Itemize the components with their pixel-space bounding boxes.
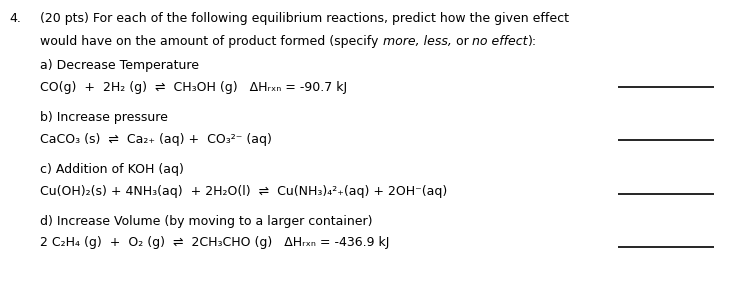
Text: a) Decrease Temperature: a) Decrease Temperature xyxy=(40,59,199,73)
Text: d) Increase Volume (by moving to a larger container): d) Increase Volume (by moving to a large… xyxy=(40,215,373,228)
Text: 2 C₂H₄ (g)  +  O₂ (g)  ⇌  2CH₃CHO (g)   ΔHᵣₓₙ = -436.9 kJ: 2 C₂H₄ (g) + O₂ (g) ⇌ 2CH₃CHO (g) ΔHᵣₓₙ … xyxy=(40,236,390,249)
Text: c) Addition of KOH (aq): c) Addition of KOH (aq) xyxy=(40,163,184,176)
Text: b) Increase pressure: b) Increase pressure xyxy=(40,111,169,124)
Text: or: or xyxy=(452,35,473,48)
Text: CO(g)  +  2H₂ (g)  ⇌  CH₃OH (g)   ΔHᵣₓₙ = -90.7 kJ: CO(g) + 2H₂ (g) ⇌ CH₃OH (g) ΔHᵣₓₙ = -90.… xyxy=(40,81,347,94)
Text: 4.: 4. xyxy=(10,12,21,25)
Text: (20 pts) For each of the following equilibrium reactions, predict how the given : (20 pts) For each of the following equil… xyxy=(40,12,570,25)
Text: no effect: no effect xyxy=(473,35,528,48)
Text: would have on the amount of product formed (specify: would have on the amount of product form… xyxy=(40,35,383,48)
Text: CaCO₃ (s)  ⇌  Ca₂₊ (aq) +  CO₃²⁻ (aq): CaCO₃ (s) ⇌ Ca₂₊ (aq) + CO₃²⁻ (aq) xyxy=(40,133,272,146)
Text: ):: ): xyxy=(528,35,537,48)
Text: more, less,: more, less, xyxy=(383,35,452,48)
Text: Cu(OH)₂(s) + 4NH₃(aq)  + 2H₂O(l)  ⇌  Cu(NH₃)₄²₊(aq) + 2OH⁻(aq): Cu(OH)₂(s) + 4NH₃(aq) + 2H₂O(l) ⇌ Cu(NH₃… xyxy=(40,185,447,198)
